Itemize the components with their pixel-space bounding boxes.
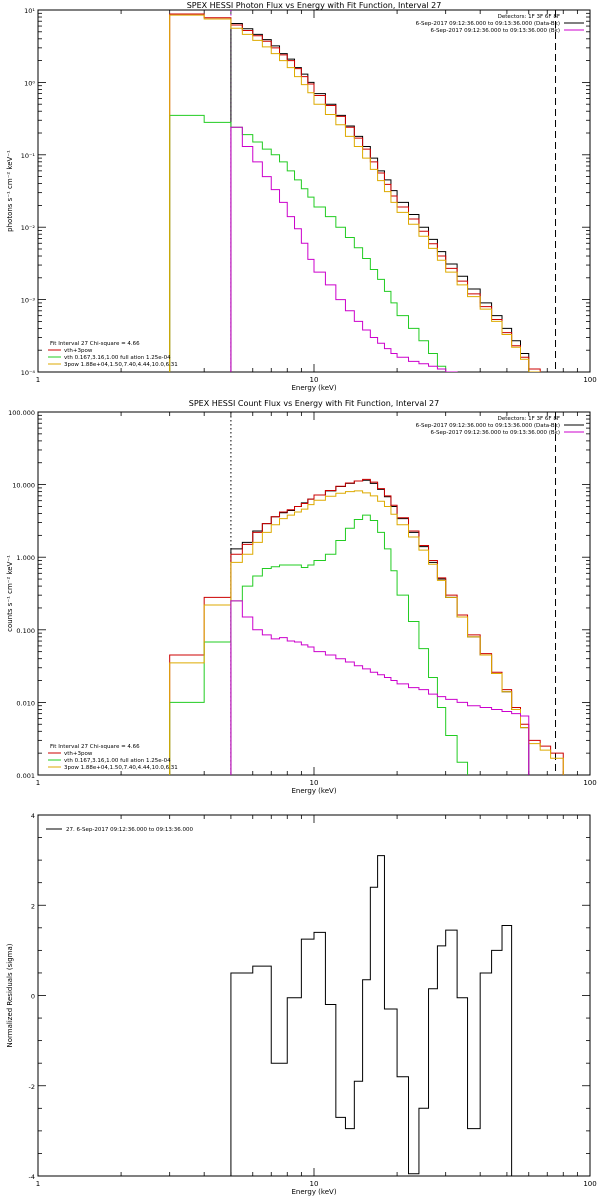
- legend-bottom-left-text: Fit Interval 27 Chi-square = 4.66: [50, 341, 140, 347]
- y-tick-label: 10.000: [12, 482, 35, 490]
- y-tick-label: 4: [31, 812, 35, 820]
- legend-top-right-text: 6-Sep-2017 09:12:36.000 to 09:13:36.000 …: [431, 430, 561, 436]
- legend-bottom-left-text: 3pow 1.88e+04,1.50,7.40,4.44,10.0,6.31: [64, 765, 178, 771]
- legend-bottom-left-text: vth 0.167,3.16,1.00 full ation 1.25e-04: [64, 758, 171, 764]
- series-3pow: [169, 490, 564, 775]
- legend-top-left-text: 27. 6-Sep-2017 09:12:36.000 to 09:13:36.…: [66, 827, 193, 833]
- y-tick-label: -2: [29, 1083, 35, 1091]
- series-residuals: [230, 855, 513, 1176]
- legend-bottom-left-text: Fit Interval 27 Chi-square = 4.66: [50, 744, 140, 750]
- legend-bottom-left-text: 3pow 1.88e+04,1.50,7.40,4.44,10.0,6.31: [64, 362, 178, 368]
- legend-bottom-left-text: vth 0.167,3.16,1.00 full ation 1.25e-04: [64, 355, 171, 361]
- plot-area: [230, 855, 513, 1176]
- x-tick-label: 100: [583, 1180, 596, 1188]
- chart-panel-3: 1 10 100 Energy (keV) -4 -2 0 2 4 Normalized Resi…: [6, 812, 597, 1196]
- legend-top-right-text: 6-Sep-2017 09:12:36.000 to 09:13:36.000 …: [416, 21, 560, 27]
- legend-top-right-text: 6-Sep-2017 09:12:36.000 to 09:13:36.000 …: [416, 423, 560, 429]
- x-axis-label: Energy (keV): [291, 787, 336, 795]
- y-tick-label: 0: [31, 993, 35, 1001]
- legend-top-right-text: Detectors: 1F 3F 6F 8F: [498, 416, 560, 422]
- x-tick-label: 1: [36, 1180, 40, 1188]
- x-axis-label: Energy (keV): [291, 384, 336, 392]
- x-tick-label: 100: [583, 779, 596, 787]
- y-tick-label: 0.010: [16, 699, 35, 707]
- plot-frame: [37, 411, 591, 776]
- y-tick-label: 10⁻²: [21, 224, 36, 232]
- series-vth-3pow: [169, 478, 564, 775]
- legend-top-right-text: Detectors: 1F 3F 6F 8F: [498, 14, 560, 20]
- x-tick-label: 10: [310, 1180, 319, 1188]
- series-vth-3pow: [169, 13, 564, 372]
- y-tick-label: 10¹: [24, 7, 35, 15]
- series-data-bk: [230, 23, 530, 372]
- chart-panel-2: SPEX HESSI Count Flux vs Energy with Fit…: [6, 399, 597, 795]
- x-tick-label: 1: [36, 779, 40, 787]
- plot-area: [169, 478, 564, 775]
- chart-title: SPEX HESSI Photon Flux vs Energy with Fi…: [187, 1, 442, 10]
- series-bk: [230, 600, 530, 775]
- chart-title: SPEX HESSI Count Flux vs Energy with Fit…: [189, 399, 440, 408]
- series-3pow: [169, 14, 564, 372]
- plot-frame: [37, 9, 591, 373]
- series-vth: [169, 114, 447, 372]
- x-axis-label: Energy (keV): [291, 1188, 336, 1196]
- y-axis-label: Normalized Residuals (sigma): [6, 943, 14, 1047]
- x-tick-label: 1: [36, 376, 40, 384]
- y-tick-label: 2: [31, 902, 35, 910]
- x-tick-label: 10: [310, 779, 319, 787]
- series-bk: [230, 126, 530, 372]
- y-tick-label: 0.001: [16, 772, 35, 780]
- y-tick-label: 0.100: [16, 627, 35, 635]
- legend-top-right-text: 6-Sep-2017 09:12:36.000 to 09:13:36.000 …: [431, 28, 561, 34]
- y-tick-label: 10⁻¹: [21, 152, 36, 160]
- y-axis-label: counts s⁻¹ cm⁻² keV⁻¹: [6, 555, 14, 632]
- series-vth: [169, 514, 564, 775]
- chart-panel-1: SPEX HESSI Photon Flux vs Energy with Fi…: [6, 1, 597, 392]
- y-tick-label: 100.000: [8, 409, 35, 417]
- y-tick-label: -4: [29, 1173, 35, 1181]
- y-tick-label: 10⁻⁴: [21, 369, 36, 377]
- y-tick-label: 10⁰: [24, 79, 35, 87]
- plot-frame: [37, 814, 591, 1177]
- legend-bottom-left-text: vth+3pow: [64, 751, 93, 757]
- x-tick-label: 100: [583, 376, 596, 384]
- plot-area: [169, 13, 564, 372]
- x-tick-label: 10: [310, 376, 319, 384]
- y-tick-label: 1.000: [16, 554, 35, 562]
- y-tick-label: 10⁻³: [21, 297, 36, 305]
- legend-bottom-left-text: vth+3pow: [64, 348, 93, 354]
- y-axis-label: photons s⁻¹ cm⁻² keV⁻¹: [6, 150, 14, 232]
